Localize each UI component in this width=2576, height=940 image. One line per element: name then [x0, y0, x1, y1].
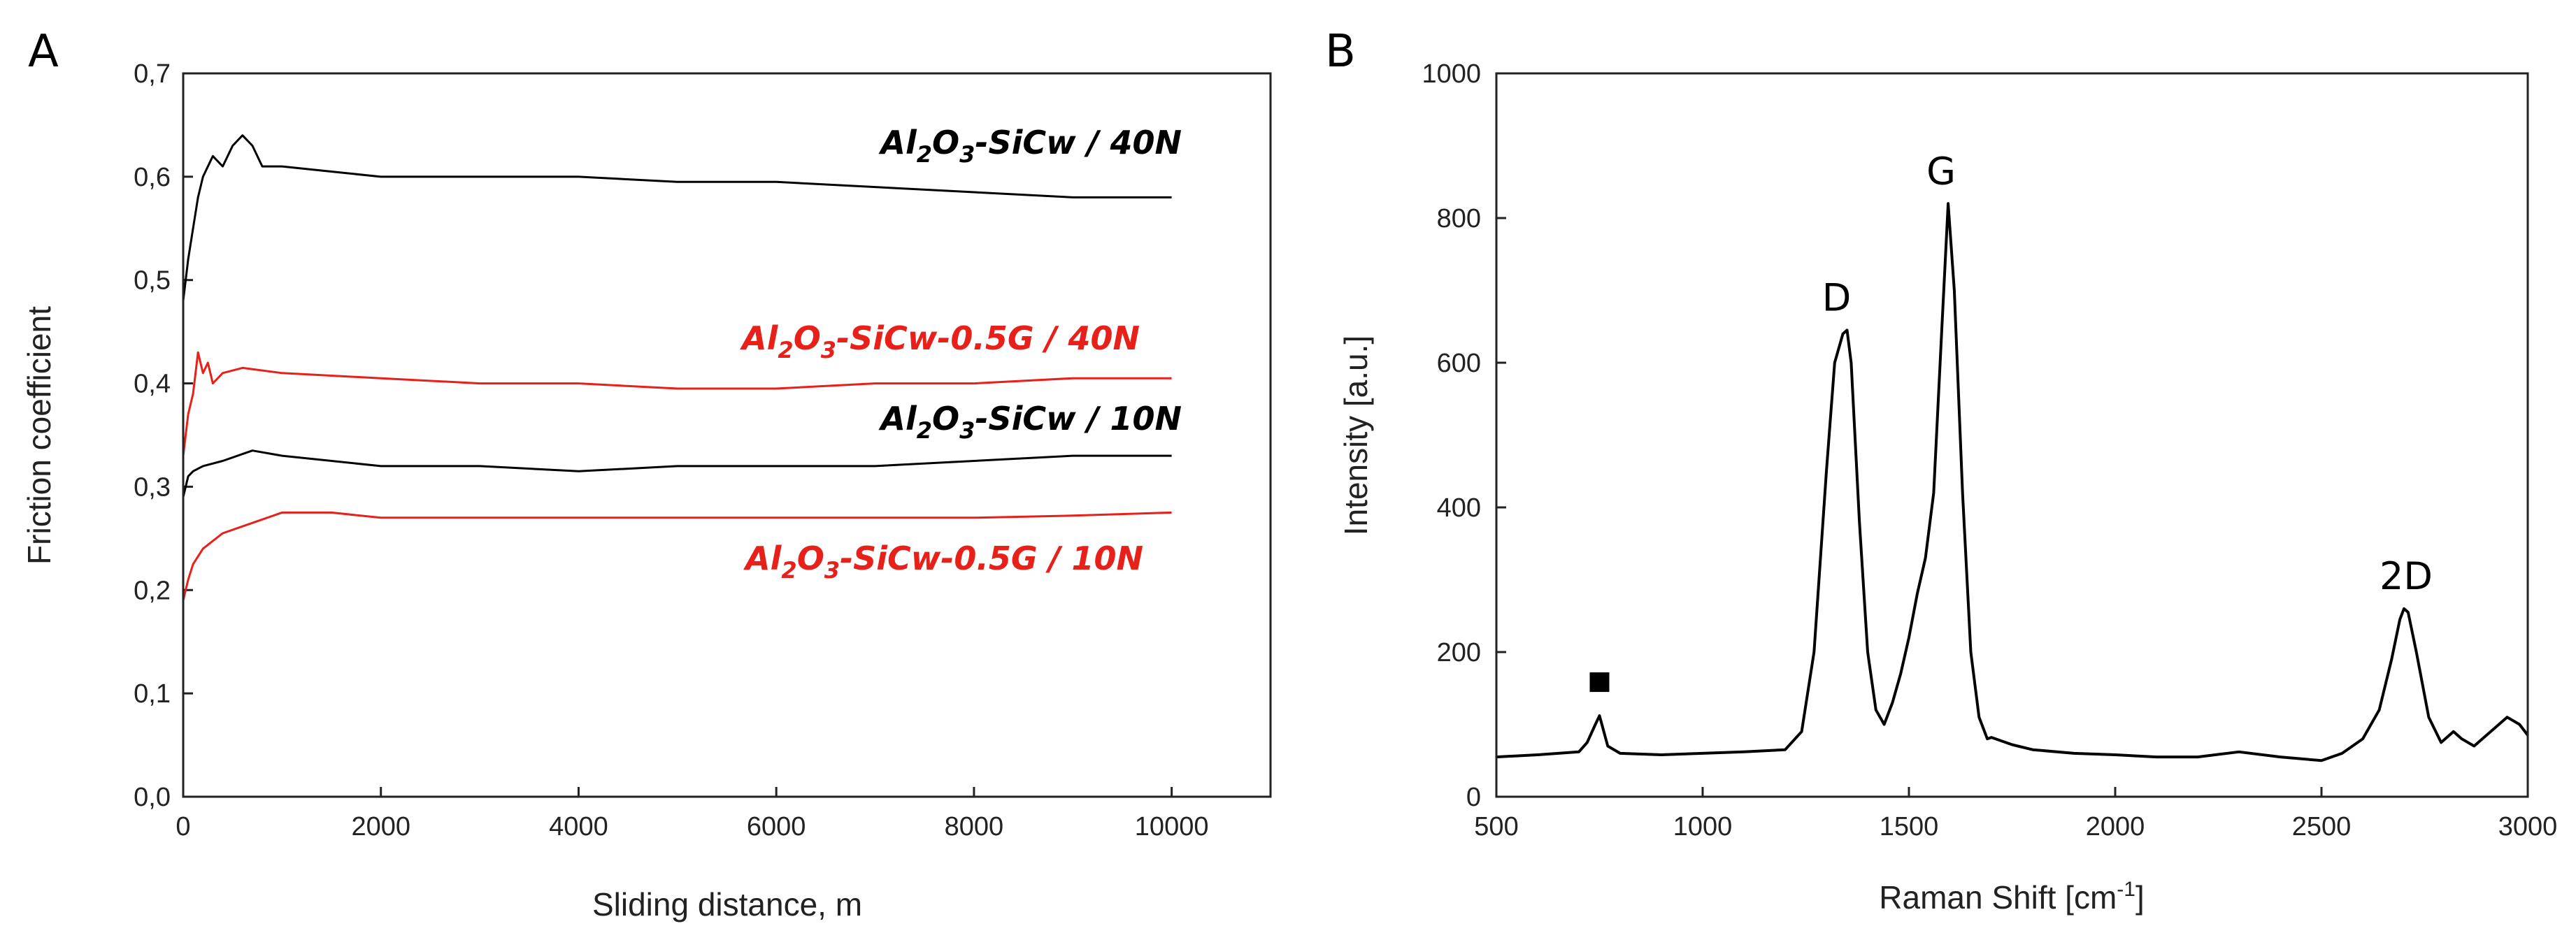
chart-b-ylabel: Intensity [a.u.] [1338, 335, 1374, 535]
chart-a-ytick-label: 0,2 [134, 576, 171, 605]
chart-a-xtick-label: 0 [176, 812, 190, 841]
chart-a-series-line-2 [182, 449, 1172, 498]
chart-b-series [1496, 202, 2529, 762]
panel-b-letter: B [1325, 26, 1356, 78]
chart-a-xlabel: Sliding distance, m [592, 886, 862, 923]
peak-label-d: D [1822, 275, 1852, 319]
chart-a-ytick-label: 0,3 [134, 472, 171, 502]
chart-a-xtick-label: 4000 [549, 812, 608, 841]
chart-b-xlabel: Raman Shift [cm-1] [1879, 878, 2144, 916]
chart-a-series [182, 134, 1172, 601]
series-label-sicw-05g-10n: Al2O3-SiCw-0.5G / 10N [743, 540, 1143, 584]
chart-a-ticks: 0 2000 4000 6000 8000 10000 0,0 0,1 0,2 0,3 0,4 0,5… [134, 59, 1208, 841]
chart-a-xtick-label: 10000 [1135, 812, 1209, 841]
chart-b-ytick-label: 0 [1466, 783, 1481, 812]
chart-b-xtick-label: 1000 [1673, 812, 1733, 841]
chart-b-ytick-label: 600 [1437, 349, 1481, 378]
chart-b-ytick-label: 800 [1437, 204, 1481, 233]
chart-a-xtick-label: 8000 [945, 812, 1004, 841]
chart-b-xtick-label: 2000 [2086, 812, 2145, 841]
chart-a-frame [182, 72, 1272, 798]
chart-b-ytick-label: 400 [1437, 493, 1481, 523]
chart-b-series-line-0 [1496, 202, 2529, 762]
chart-a-ytick-label: 0,0 [134, 783, 171, 812]
chart-b-xtick-label: 2500 [2292, 812, 2352, 841]
chart-a-ytick-label: 0,1 [134, 679, 171, 709]
series-label-sicw-10n: Al2O3-SiCw / 10N [878, 400, 1182, 444]
chart-a-series-line-0 [182, 134, 1172, 301]
peak-marker-square [1589, 672, 1610, 693]
chart-b-frame [1495, 72, 2529, 798]
chart-b-xtick-label: 3000 [2498, 812, 2558, 841]
series-label-sicw-05g-40n: Al2O3-SiCw-0.5G / 40N [740, 319, 1140, 363]
chart-b-ticks: 500 1000 1500 2000 2500 3000 0 200 400 600 800 1000 [1422, 59, 2557, 841]
chart-a-ylabel: Friction coefficient [21, 306, 57, 565]
chart-b: 500 1000 1500 2000 2500 3000 0 200 400 600 800 1000… [1338, 59, 2557, 916]
chart-a-series-line-3 [182, 511, 1172, 601]
chart-b-xtick-label: 1500 [1880, 812, 1939, 841]
chart-b-ytick-label: 200 [1437, 638, 1481, 667]
chart-b-ytick-label: 1000 [1422, 59, 1481, 89]
chart-a-series-line-1 [182, 351, 1172, 456]
peak-label-g: G [1926, 149, 1956, 193]
peak-label-2d: 2D [2380, 554, 2433, 598]
chart-a-ytick-label: 0,7 [134, 59, 171, 89]
chart-a-ytick-label: 0,6 [134, 163, 171, 192]
chart-a-xtick-label: 6000 [747, 812, 806, 841]
chart-a: 0 2000 4000 6000 8000 10000 0,0 0,1 0,2 0,3 0,4 0,5… [21, 59, 1272, 923]
chart-a-ytick-label: 0,5 [134, 266, 171, 296]
chart-b-xtick-label: 500 [1474, 812, 1518, 841]
series-label-sicw-40n: Al2O3-SiCw / 40N [878, 124, 1182, 168]
panel-a-letter: A [28, 26, 59, 78]
chart-a-ytick-label: 0,4 [134, 370, 171, 399]
chart-a-xtick-label: 2000 [351, 812, 410, 841]
